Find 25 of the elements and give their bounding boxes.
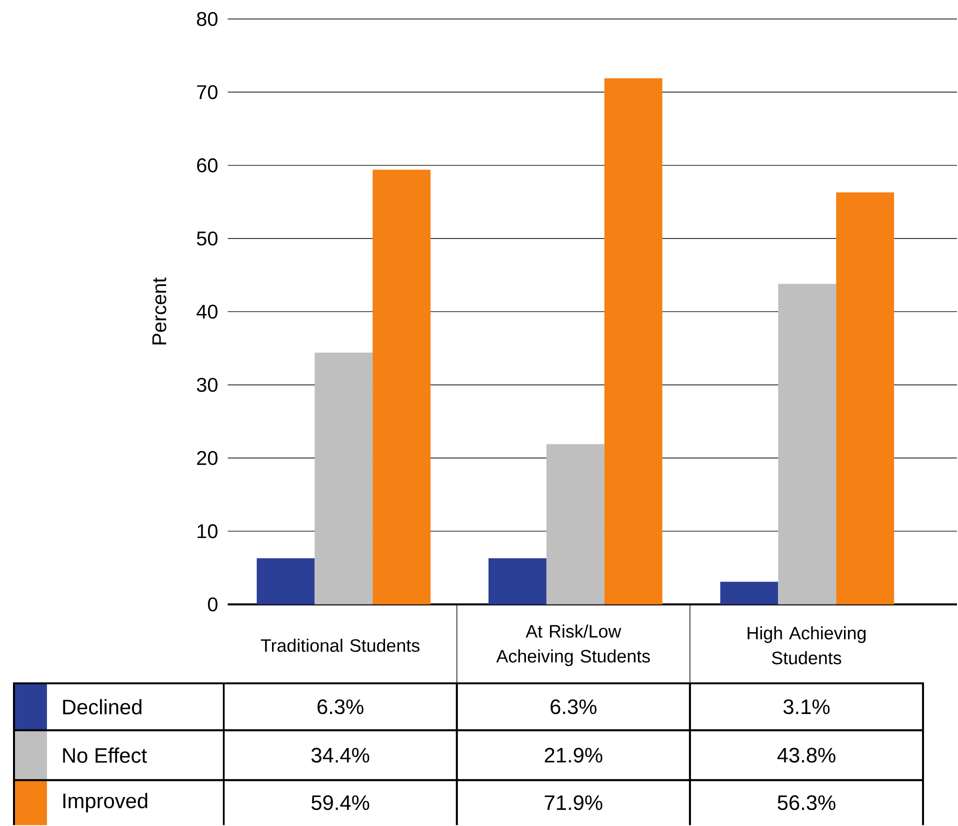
legend-label: No Effect [63, 747, 147, 763]
y-tick-label: 80 [196, 12, 218, 26]
y-axis-title: Percent [152, 277, 166, 344]
legend-label: Declined [63, 699, 142, 714]
y-tick-label: 70 [197, 85, 218, 100]
data-label: 6.3% [550, 699, 596, 714]
y-tick-label: 10 [198, 524, 218, 538]
y-tick-label: 30 [196, 378, 218, 392]
x-tick-label: High Achieving Students [748, 626, 866, 664]
data-label: 34.4% [311, 748, 370, 763]
data-label: 6.3% [318, 699, 364, 714]
y-tick-label: 40 [196, 304, 218, 319]
y-tick-label: 20 [197, 450, 218, 466]
y-tick-label: 50 [196, 231, 218, 246]
x-tick-label: Traditional Students [260, 638, 420, 652]
data-label: 59.4% [312, 795, 370, 810]
data-label: 21.9% [544, 748, 602, 763]
y-tick-label: 0 [208, 597, 218, 612]
legend-label: Improved [63, 792, 148, 812]
y-tick-label: 60 [197, 158, 218, 172]
x-tick-label: At Risk/Low Acheiving Students [496, 624, 650, 666]
data-label: 71.9% [544, 795, 602, 810]
data-label: 3.1% [783, 699, 830, 714]
data-label: 56.3% [778, 795, 836, 810]
data-label: 43.8% [777, 748, 836, 763]
